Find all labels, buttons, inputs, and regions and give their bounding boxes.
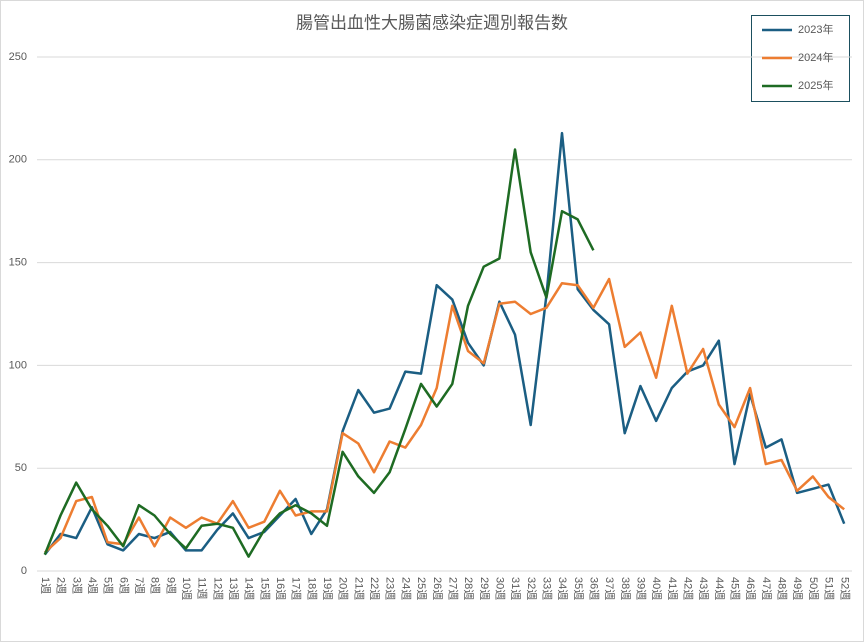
x-tick-label: 52週 xyxy=(838,577,851,600)
x-tick-label: 29週 xyxy=(478,577,491,600)
x-tick-label: 17週 xyxy=(290,577,303,600)
legend-label: 2024年 xyxy=(798,50,833,64)
x-tick-label: 38週 xyxy=(619,577,632,600)
x-tick-label: 32週 xyxy=(525,577,538,600)
x-tick-label: 47週 xyxy=(760,577,773,600)
x-tick-label: 46週 xyxy=(744,577,757,600)
x-tick-label: 43週 xyxy=(697,577,710,600)
y-tick-label: 0 xyxy=(21,565,27,577)
x-tick-label: 44週 xyxy=(713,577,726,600)
x-tick-label: 6週 xyxy=(117,577,130,594)
x-tick-label: 21週 xyxy=(352,577,365,600)
x-tick-label: 5週 xyxy=(102,577,115,594)
x-tick-label: 7週 xyxy=(133,577,146,594)
x-tick-label: 30週 xyxy=(493,577,506,600)
y-tick-label: 50 xyxy=(15,462,27,474)
x-tick-label: 34週 xyxy=(556,577,569,600)
x-tick-label: 18週 xyxy=(305,577,318,600)
x-tick-label: 24週 xyxy=(399,577,412,600)
line-series xyxy=(43,148,595,558)
x-tick-label: 20週 xyxy=(337,577,350,600)
x-tick-label: 39週 xyxy=(635,577,648,600)
x-tick-label: 2週 xyxy=(55,577,68,594)
x-tick-label: 12週 xyxy=(211,577,224,600)
legend-label: 2023年 xyxy=(798,22,833,36)
x-tick-label: 9週 xyxy=(164,577,177,594)
x-tick-label: 28週 xyxy=(462,577,475,600)
x-tick-label: 51週 xyxy=(823,577,836,600)
x-tick-label: 37週 xyxy=(603,577,616,600)
x-tick-label: 19週 xyxy=(321,577,334,600)
x-tick-label: 10週 xyxy=(180,577,193,600)
x-tick-label: 40週 xyxy=(650,577,663,600)
chart-title: 腸管出血性大腸菌感染症週別報告数 xyxy=(296,13,568,32)
x-tick-label: 8週 xyxy=(149,577,162,594)
x-tick-label: 42週 xyxy=(682,577,695,600)
x-tick-label: 35週 xyxy=(572,577,585,600)
x-tick-label: 22週 xyxy=(368,577,381,600)
x-tick-label: 50週 xyxy=(807,577,820,600)
y-tick-label: 150 xyxy=(9,257,27,269)
line-series xyxy=(43,277,845,554)
x-tick-label: 27週 xyxy=(446,577,459,600)
x-tick-label: 49週 xyxy=(791,577,804,600)
x-tick-label: 26週 xyxy=(431,577,444,600)
x-tick-label: 48週 xyxy=(776,577,789,600)
x-tick-label: 33週 xyxy=(540,577,553,600)
x-tick-label: 31週 xyxy=(509,577,522,600)
x-tick-label: 14週 xyxy=(243,577,256,600)
x-tick-label: 3週 xyxy=(70,577,83,594)
x-tick-label: 1週 xyxy=(39,577,52,594)
x-tick-label: 23週 xyxy=(384,577,397,600)
x-tick-label: 11週 xyxy=(196,577,209,599)
x-tick-label: 45週 xyxy=(729,577,742,600)
x-tick-label: 36週 xyxy=(587,577,600,600)
legend-label: 2025年 xyxy=(798,78,833,92)
x-tick-label: 16週 xyxy=(274,577,287,600)
y-tick-label: 200 xyxy=(9,154,27,166)
x-tick-label: 4週 xyxy=(86,577,99,594)
x-tick-label: 25週 xyxy=(415,577,428,600)
y-tick-label: 100 xyxy=(9,359,27,371)
x-tick-label: 41週 xyxy=(666,577,679,600)
x-tick-label: 13週 xyxy=(227,577,240,600)
x-tick-label: 15週 xyxy=(258,577,271,600)
y-tick-label: 250 xyxy=(9,51,27,63)
